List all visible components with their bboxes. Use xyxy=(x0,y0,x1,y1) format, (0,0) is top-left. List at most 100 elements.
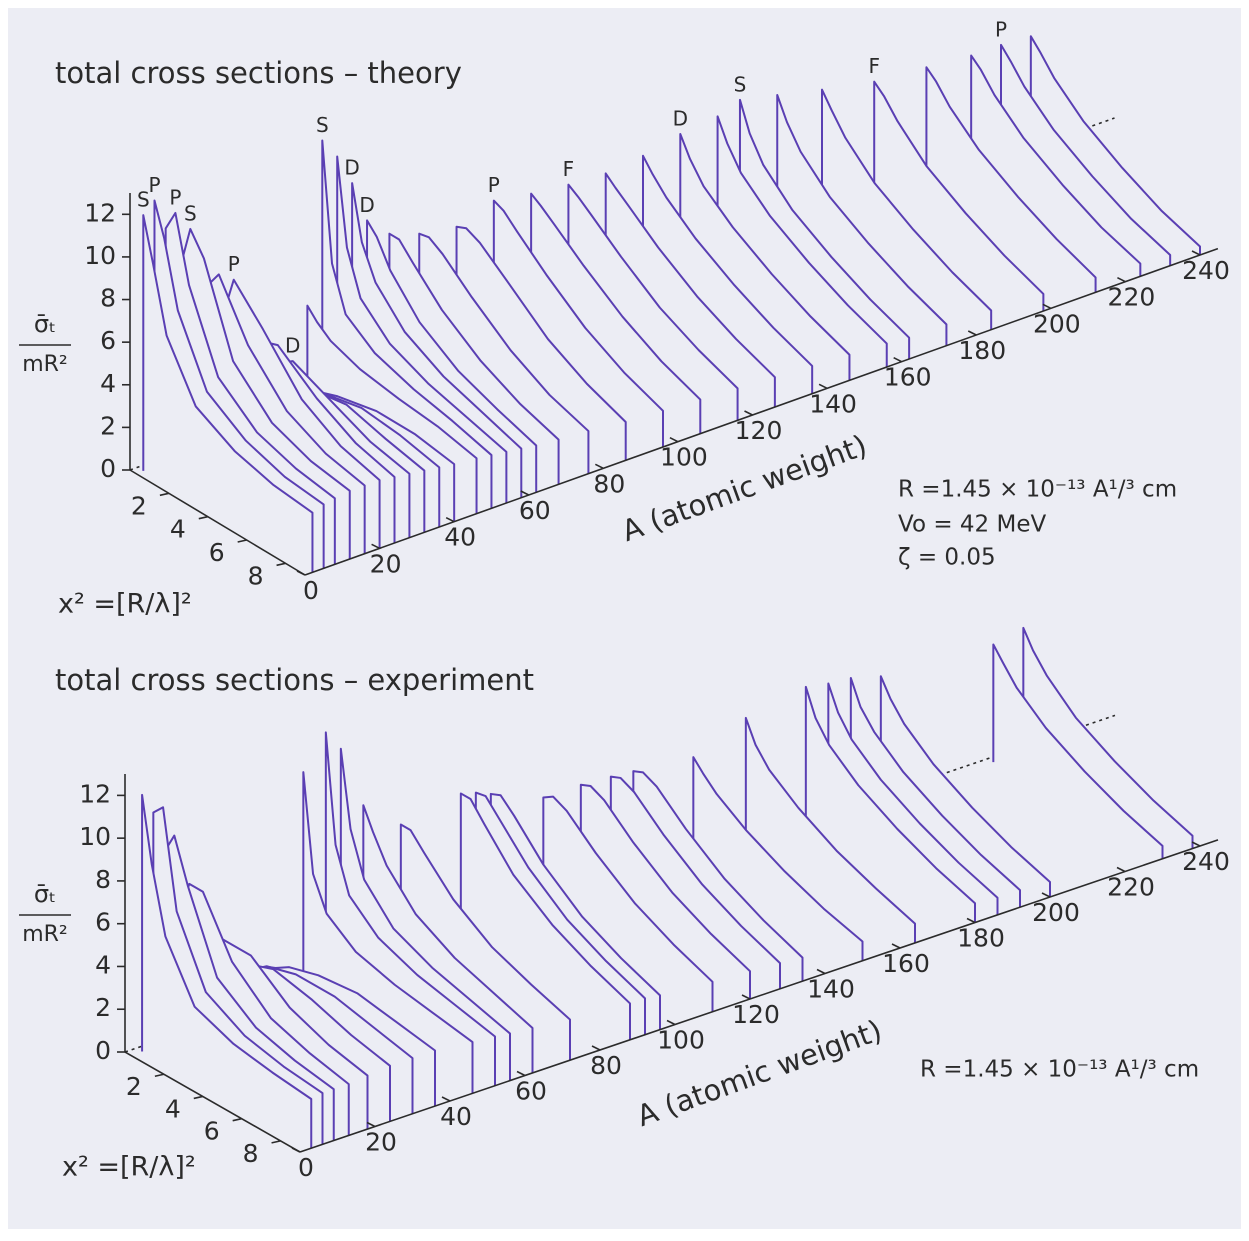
slice-curve xyxy=(776,94,948,346)
a-tick xyxy=(816,968,826,975)
y-tick-label: 0 xyxy=(95,1036,111,1065)
a-tick-label: 80 xyxy=(593,469,625,498)
depth-axis xyxy=(124,1051,301,1153)
a-axis xyxy=(304,247,1219,576)
slice-curve xyxy=(821,88,993,330)
slice-curve xyxy=(142,214,314,573)
slice-curve xyxy=(925,66,1097,293)
depth-tick-label: 2 xyxy=(126,1072,142,1101)
slice-curve xyxy=(474,791,646,1035)
y-tick-label: 6 xyxy=(100,326,116,355)
a-tick-label: 20 xyxy=(365,1128,397,1157)
a-tick xyxy=(1191,250,1201,256)
slice-curve xyxy=(459,792,631,1040)
peak-label: P xyxy=(148,173,160,197)
slice-curve xyxy=(362,804,534,1073)
depth-tick-label: 8 xyxy=(248,561,264,590)
slice-curve xyxy=(804,685,976,923)
peak-label: P xyxy=(169,185,181,209)
a-tick xyxy=(366,1121,376,1128)
slice-curve xyxy=(388,232,560,485)
chart-title: total cross sections – experiment xyxy=(55,663,534,697)
a-tick xyxy=(441,1096,451,1102)
a-tick-label: 60 xyxy=(515,1077,547,1106)
a-tick xyxy=(891,943,901,949)
a-tick xyxy=(1042,303,1052,310)
slice-curve xyxy=(530,192,702,434)
a-tick xyxy=(445,516,455,523)
a-tick xyxy=(371,543,380,550)
peak-label: S xyxy=(137,188,150,212)
y-label-numerator: σ̄ₜ xyxy=(34,880,56,908)
depth-tick xyxy=(237,539,247,543)
depth-tick-label: 4 xyxy=(165,1094,181,1123)
slice-curve xyxy=(992,643,1164,859)
a-tick xyxy=(1041,892,1051,898)
depth-tick-label: 6 xyxy=(204,1117,220,1146)
slice-curve xyxy=(604,172,776,407)
a-tick xyxy=(744,410,753,416)
a-tick-label: 180 xyxy=(958,336,1006,365)
y-tick-label: 10 xyxy=(84,241,116,270)
a-tick-label: 200 xyxy=(1032,898,1080,927)
slice-curve xyxy=(632,770,804,982)
annotation: ζ = 0.05 xyxy=(898,545,996,571)
slice-curve xyxy=(679,132,851,381)
slice-curve xyxy=(970,54,1142,277)
a-tick xyxy=(1116,866,1126,873)
peak-label: P xyxy=(228,252,240,276)
slice-curve xyxy=(609,775,781,989)
y-tick-label: 10 xyxy=(79,822,111,851)
y-tick-label: 6 xyxy=(95,908,111,937)
y-label-numerator: σ̄ₜ xyxy=(34,310,56,338)
slice-curve xyxy=(744,716,916,943)
depth-tick xyxy=(159,492,170,497)
slice-curve xyxy=(567,183,739,421)
y-tick-label: 4 xyxy=(95,950,111,979)
depth-tick xyxy=(193,1095,203,1100)
depth-tick xyxy=(154,1073,165,1078)
a-tick-label: 120 xyxy=(732,1000,780,1029)
a-axis xyxy=(299,839,1219,1153)
a-tick-label: 180 xyxy=(957,924,1005,953)
a-tick xyxy=(591,1045,601,1051)
peak-label: F xyxy=(868,54,880,78)
depth-tick-label: 4 xyxy=(170,515,186,544)
a-tick-label: 100 xyxy=(657,1026,705,1055)
a-tick-label: 220 xyxy=(1107,873,1155,902)
a-tick xyxy=(594,463,604,470)
a-tick-label: 0 xyxy=(298,1153,314,1182)
a-tick xyxy=(520,490,530,496)
a-tick xyxy=(291,1147,301,1153)
a-tick-label: 200 xyxy=(1033,309,1081,338)
a-tick xyxy=(818,383,828,390)
a-tick xyxy=(296,570,306,576)
y-label-denominator: mR² xyxy=(22,352,68,377)
slice-curve xyxy=(873,80,1045,311)
a-tick-label: 120 xyxy=(735,416,783,445)
y-tick-label: 12 xyxy=(79,779,111,808)
a-tick xyxy=(967,330,977,336)
depth-tick xyxy=(232,1117,242,1122)
slice-curve xyxy=(542,795,714,1012)
depth-axis-label: x² =[R/λ]² xyxy=(62,1152,196,1183)
a-tick xyxy=(516,1070,526,1077)
annotation: R =1.45 × 10⁻¹³ A¹/³ cm xyxy=(920,1057,1199,1083)
peak-label: F xyxy=(563,157,575,181)
a-tick xyxy=(666,1019,676,1026)
slice-curve xyxy=(642,154,814,394)
depth-tick xyxy=(276,562,286,567)
y-tick-label: 2 xyxy=(100,411,116,440)
peak-label: D xyxy=(344,156,359,180)
a-tick-label: 40 xyxy=(440,1102,472,1131)
a-tick-label: 0 xyxy=(303,576,319,605)
slice-curve xyxy=(692,756,864,961)
a-tick-label: 60 xyxy=(519,496,551,525)
slice-curve xyxy=(716,115,888,367)
y-tick-label: 12 xyxy=(84,198,116,227)
depth-tick-label: 8 xyxy=(243,1139,259,1168)
a-tick-label: 240 xyxy=(1182,256,1230,285)
a-tick-label: 160 xyxy=(882,949,930,978)
y-tick-label: 8 xyxy=(95,865,111,894)
